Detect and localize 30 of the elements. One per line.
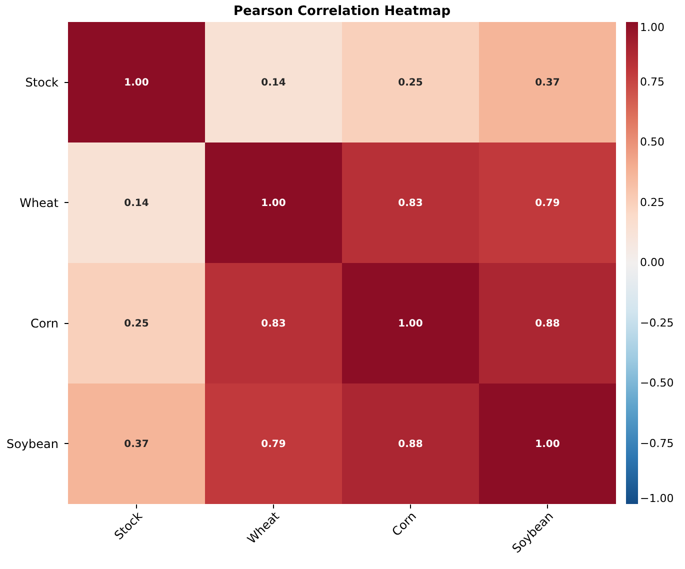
data-label: 0.14: [124, 198, 149, 209]
color-bar-label: 1.00: [640, 21, 664, 34]
data-label: 0.37: [124, 438, 149, 450]
data-label: 1.00: [398, 318, 423, 330]
color-bar-label: −1.00: [640, 492, 674, 505]
y-tick-label: Stock: [25, 75, 59, 90]
color-bar-label: 0.00: [640, 256, 664, 269]
data-label: 1.00: [535, 438, 560, 450]
color-bar-label: −0.25: [640, 316, 674, 330]
data-label: 0.83: [398, 198, 423, 209]
data-label: 0.79: [261, 438, 286, 450]
y-tick-label: Corn: [30, 316, 58, 330]
chart-title: Pearson Correlation Heatmap: [233, 4, 451, 19]
y-tick-label: Soybean: [6, 436, 58, 451]
color-bar-label: −0.75: [640, 436, 674, 450]
color-bar-label: −0.50: [640, 376, 674, 390]
data-label: 0.37: [535, 77, 560, 88]
data-label: 1.00: [124, 77, 149, 88]
data-label: 0.25: [124, 318, 149, 330]
data-label: 0.14: [261, 77, 286, 88]
y-tick-label: Wheat: [20, 196, 59, 210]
color-bar-label: 0.50: [640, 136, 664, 148]
data-label: 0.83: [261, 318, 286, 330]
color-bar-label: 0.75: [640, 75, 664, 88]
data-label: 0.79: [535, 198, 560, 209]
data-label: 1.00: [261, 198, 286, 209]
data-label: 0.88: [398, 438, 423, 450]
data-label: 0.25: [398, 77, 423, 88]
color-bar-label: 0.25: [640, 196, 664, 209]
data-label: 0.88: [535, 318, 560, 330]
